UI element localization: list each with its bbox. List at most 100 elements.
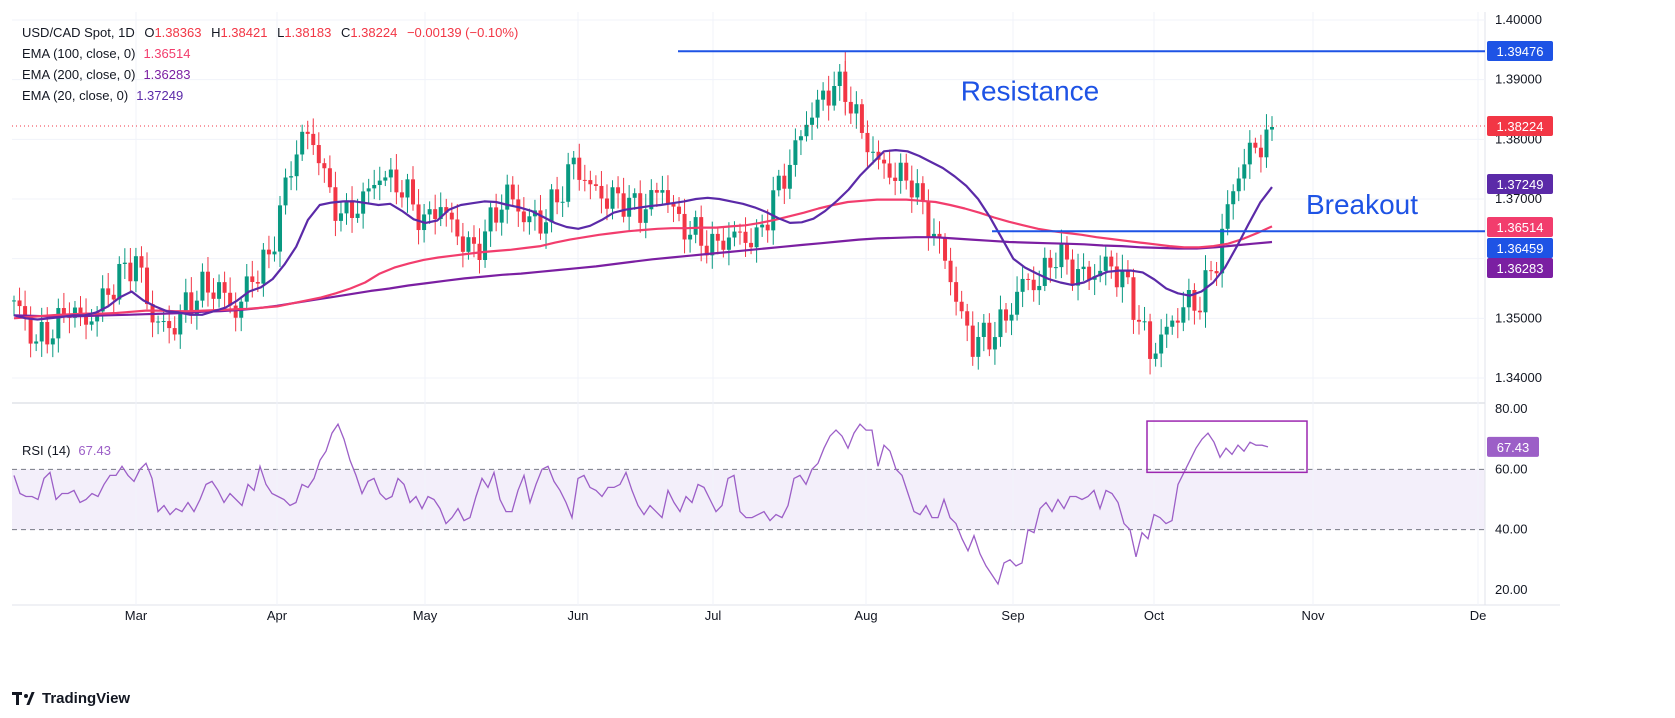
- candle-body: [544, 222, 549, 234]
- rsi-legend: RSI (14) 67.43: [22, 443, 111, 458]
- candle: [1048, 249, 1053, 283]
- candle: [56, 298, 61, 353]
- candle-body: [23, 306, 28, 318]
- candle-body: [261, 249, 266, 284]
- time-tick-label: Oct: [1144, 608, 1165, 623]
- candle-body: [1009, 314, 1014, 321]
- candle: [300, 124, 305, 161]
- candle: [521, 197, 526, 232]
- candle: [350, 186, 355, 233]
- candle: [1087, 260, 1092, 291]
- candle: [433, 194, 438, 235]
- candle-body: [50, 338, 55, 345]
- time-tick-label: May: [413, 608, 438, 623]
- price-tag-label: 1.36459: [1497, 241, 1544, 256]
- candle-body: [904, 162, 909, 181]
- candle-body: [12, 300, 16, 302]
- candle-body: [89, 321, 94, 325]
- candle-body: [466, 237, 471, 252]
- candle-body: [322, 163, 327, 169]
- candle: [604, 184, 609, 221]
- candle-body: [1142, 321, 1147, 323]
- candle-body: [1003, 309, 1008, 321]
- candle-body: [34, 341, 39, 344]
- candle-body: [78, 307, 83, 314]
- rsi-highlight-box: [1146, 420, 1308, 474]
- candle: [1242, 148, 1247, 191]
- candle: [344, 193, 349, 225]
- candle: [754, 219, 759, 263]
- candle-body: [1114, 266, 1119, 288]
- candle-body: [854, 104, 859, 114]
- candle-body: [699, 217, 704, 246]
- candle: [516, 184, 521, 227]
- candle-body: [931, 233, 936, 238]
- candle: [1175, 308, 1180, 339]
- candle-body: [1076, 269, 1081, 286]
- candle: [283, 168, 288, 215]
- candle-body: [959, 301, 964, 312]
- candle-body: [178, 310, 183, 335]
- candle-body: [377, 180, 382, 185]
- candle-body: [499, 209, 504, 223]
- candle: [710, 221, 715, 269]
- ema100-value: 1.36514: [143, 46, 191, 61]
- candle-body: [588, 180, 593, 185]
- candle-body: [405, 179, 410, 198]
- candle-body: [444, 207, 449, 213]
- price-tag-label: 1.36514: [1497, 220, 1544, 235]
- time-tick-label: Jul: [705, 608, 722, 623]
- candle: [865, 120, 870, 167]
- candle: [1136, 305, 1141, 335]
- candle-body: [898, 162, 903, 181]
- candle: [970, 311, 975, 366]
- candle-body: [1220, 228, 1225, 274]
- candle: [1142, 306, 1147, 331]
- candle-body: [943, 238, 948, 261]
- candle: [599, 171, 604, 214]
- candle: [333, 171, 338, 237]
- candle-body: [649, 190, 654, 210]
- candle-body: [732, 231, 737, 238]
- candle: [1103, 244, 1108, 286]
- rsi-band: [12, 469, 1485, 530]
- candle-body: [344, 200, 349, 214]
- candle-body: [1231, 191, 1236, 205]
- candle-body: [350, 200, 355, 218]
- candle-body: [133, 256, 138, 282]
- candle: [1264, 114, 1269, 168]
- symbol-label: USD/CAD Spot, 1D: [22, 25, 135, 40]
- candle: [106, 273, 111, 307]
- candle: [145, 252, 150, 310]
- candle: [84, 298, 89, 340]
- candle: [1125, 260, 1130, 285]
- candle: [172, 316, 177, 341]
- candle-body: [1048, 257, 1053, 268]
- candle-body: [205, 271, 210, 293]
- candle: [882, 152, 887, 179]
- candle-body: [45, 322, 50, 345]
- candle-body: [200, 271, 205, 301]
- candle-body: [84, 313, 89, 325]
- candle: [926, 189, 931, 251]
- candle: [156, 315, 161, 335]
- candle: [943, 233, 948, 269]
- candle: [23, 290, 28, 331]
- candle-body: [604, 198, 609, 209]
- candle-body: [837, 71, 842, 87]
- resistance-annotation: Resistance: [961, 76, 1100, 107]
- candle-body: [1087, 266, 1092, 280]
- candle-body: [1015, 291, 1020, 315]
- candle: [61, 292, 66, 323]
- candle-body: [1197, 310, 1202, 313]
- candle-body: [1131, 277, 1136, 320]
- candle-body: [438, 207, 443, 220]
- candle: [815, 89, 820, 129]
- candle-body: [316, 145, 321, 164]
- candle: [1148, 313, 1153, 375]
- candle: [266, 235, 271, 269]
- candle-body: [948, 260, 953, 283]
- candle: [776, 169, 781, 197]
- candle-body: [311, 133, 316, 146]
